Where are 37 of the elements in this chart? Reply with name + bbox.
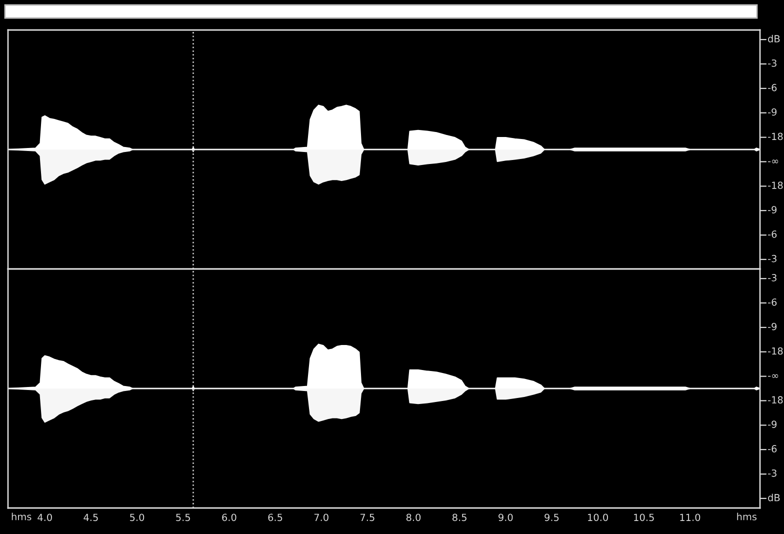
x-tick-label: 7.5 (360, 514, 374, 522)
text: -9 (768, 322, 777, 330)
x-tick-label: 4.0 (38, 514, 52, 522)
text: -∞ (768, 374, 778, 378)
text: -18 (768, 396, 783, 404)
text: -∞ (768, 160, 778, 164)
text: dB (768, 494, 780, 502)
x-tick-label: 4.5 (84, 514, 98, 522)
text: hms (737, 512, 757, 520)
x-tick-label: 6.5 (268, 514, 282, 522)
x-tick-label: 9.0 (498, 514, 513, 522)
text: -18 (768, 132, 783, 140)
text: -3 (768, 469, 776, 477)
x-tick-label: 8.0 (406, 514, 421, 522)
x-tick-label: 10.0 (588, 514, 608, 522)
x-tick-label: 5.5 (176, 514, 190, 522)
x-axis-title: hms (12, 512, 32, 520)
text: -3 (768, 254, 776, 262)
x-tick-label: 5.0 (130, 514, 144, 522)
x-tick-label: 11.0 (680, 514, 700, 522)
text: -6 (768, 298, 777, 306)
text: dB (768, 34, 780, 42)
text: -9 (768, 108, 777, 116)
x-tick-label: 7.0 (314, 514, 328, 522)
text: -6 (768, 230, 777, 238)
text: -3 (768, 59, 776, 67)
text: -9 (768, 420, 777, 428)
text: -6 (768, 84, 777, 92)
x-tick-label: 8.5 (452, 514, 466, 522)
text: -6 (768, 445, 777, 452)
x-tick-label: 10.5 (634, 514, 654, 522)
x-tick-label: 6.0 (222, 514, 236, 522)
x-tick-label: 9.5 (544, 514, 559, 522)
text: -9 (768, 206, 777, 214)
text: -3 (768, 274, 776, 282)
text: -18 (768, 182, 783, 189)
text: -18 (768, 347, 783, 355)
